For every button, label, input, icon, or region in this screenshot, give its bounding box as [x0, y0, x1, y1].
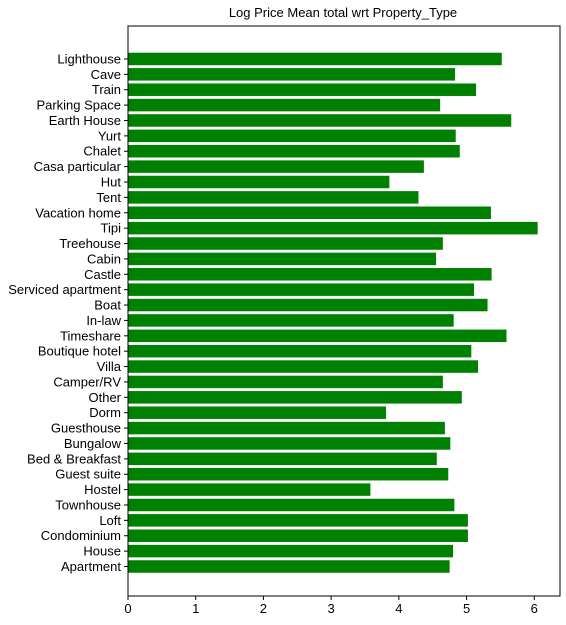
bar-loft — [128, 514, 468, 527]
x-tick-label-3: 3 — [328, 601, 335, 616]
category-label-castle: Castle — [84, 267, 121, 282]
category-label-timeshare: Timeshare — [60, 328, 121, 343]
category-label-tipi: Tipi — [101, 221, 122, 236]
category-label-apartment: Apartment — [61, 559, 121, 574]
category-label-guesthouse: Guesthouse — [51, 421, 121, 436]
bar-in-law — [128, 314, 454, 327]
bar-train — [128, 83, 477, 96]
category-label-boutique-hotel: Boutique hotel — [38, 344, 121, 359]
bar-casa-particular — [128, 160, 424, 173]
category-label-guest-suite: Guest suite — [55, 467, 121, 482]
category-label-cave: Cave — [91, 67, 121, 82]
bar-earth-house — [128, 114, 512, 127]
x-tick-label-0: 0 — [124, 601, 131, 616]
category-label-cabin: Cabin — [87, 251, 121, 266]
bar-house — [128, 544, 454, 558]
category-label-serviced-apartment: Serviced apartment — [8, 282, 121, 297]
x-tick-label-1: 1 — [192, 601, 199, 616]
category-label-other: Other — [88, 390, 121, 405]
category-label-hostel: Hostel — [84, 482, 121, 497]
x-axis-ticks: 0 1 2 3 4 5 6 — [124, 596, 538, 616]
bar-boutique-hotel — [128, 344, 472, 358]
bar-cave — [128, 68, 456, 81]
bar-guest-suite — [128, 467, 449, 481]
category-label-townhouse: Townhouse — [55, 497, 121, 512]
bar-townhouse — [128, 498, 455, 512]
bar-condominium — [128, 529, 468, 542]
category-label-house: House — [83, 544, 121, 559]
category-label-lighthouse: Lighthouse — [57, 51, 121, 66]
bars-group — [128, 52, 538, 573]
category-label-camper-rv: Camper/RV — [53, 374, 121, 389]
category-label-boat: Boat — [94, 298, 121, 313]
bar-hut — [128, 175, 390, 189]
bar-other — [128, 391, 462, 404]
bar-boat — [128, 298, 488, 312]
bar-dorm — [128, 406, 386, 419]
category-label-vacation-home: Vacation home — [35, 205, 121, 220]
x-tick-label-5: 5 — [463, 601, 470, 616]
chart-title: Log Price Mean total wrt Property_Type — [229, 5, 457, 20]
category-label-condominium: Condominium — [41, 528, 121, 543]
category-label-parking-space: Parking Space — [36, 98, 121, 113]
bar-tent — [128, 191, 419, 204]
bar-lighthouse — [128, 52, 502, 66]
bar-castle — [128, 268, 492, 281]
category-label-earth-house: Earth House — [49, 113, 121, 128]
bar-bed-breakfast — [128, 452, 437, 466]
x-tick-label-2: 2 — [260, 601, 267, 616]
plot-frame — [127, 25, 561, 597]
bar-cabin — [128, 252, 437, 266]
bar-camper-rv — [128, 375, 443, 389]
bar-vacation-home — [128, 206, 491, 220]
category-label-yurt: Yurt — [98, 128, 122, 143]
x-tick-label-4: 4 — [395, 601, 402, 616]
bar-chalet — [128, 144, 460, 158]
bar-villa — [128, 360, 479, 373]
bar-treehouse — [128, 237, 443, 250]
bar-hostel — [128, 483, 371, 496]
bar-apartment — [128, 560, 450, 573]
category-label-loft: Loft — [99, 513, 121, 528]
category-label-bed-breakfast: Bed & Breakfast — [27, 451, 121, 466]
bar-timeshare — [128, 329, 507, 343]
category-label-tent: Tent — [96, 190, 121, 205]
category-label-dorm: Dorm — [89, 405, 121, 420]
bar-guesthouse — [128, 421, 445, 435]
category-label-treehouse: Treehouse — [59, 236, 121, 251]
category-label-chalet: Chalet — [83, 144, 121, 159]
category-label-casa-particular: Casa particular — [34, 159, 122, 174]
category-label-villa: Villa — [97, 359, 122, 374]
category-label-bungalow: Bungalow — [64, 436, 122, 451]
x-tick-label-6: 6 — [531, 601, 538, 616]
bar-parking-space — [128, 98, 441, 112]
category-label-hut: Hut — [101, 175, 122, 190]
bar-yurt — [128, 129, 456, 143]
category-label-in-law: In-law — [86, 313, 121, 328]
bar-tipi — [128, 221, 538, 235]
category-labels: ApartmentHouseCondominiumLoftTownhouseHo… — [8, 51, 128, 574]
bar-bungalow — [128, 437, 451, 450]
category-label-train: Train — [92, 82, 121, 97]
bar-serviced-apartment — [128, 283, 475, 296]
